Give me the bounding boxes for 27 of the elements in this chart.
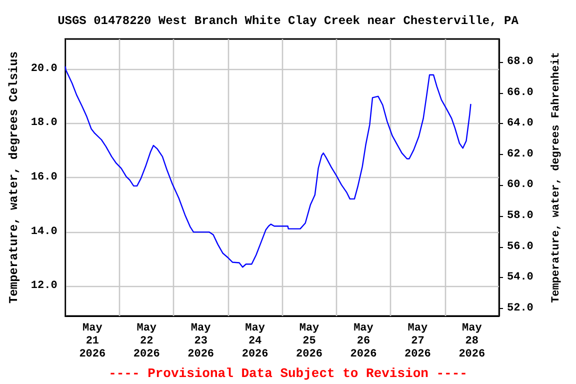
y-tick-label: 14.0 <box>30 226 58 238</box>
y2-tick-label: 66.0 <box>507 86 534 99</box>
chart-title: USGS 01478220 West Branch White Clay Creek near Chesterville, PA <box>58 14 520 28</box>
y2-tick-label: 58.0 <box>507 210 534 222</box>
y2-axis-title: Temperature, water, degrees Fahrenheit <box>550 52 562 303</box>
y2-tick-label: 60.0 <box>507 179 534 192</box>
x-tick-label: May 24 2026 <box>242 322 268 360</box>
y-tick-label: 12.0 <box>30 280 58 292</box>
x-tick-label: May 25 2026 <box>296 322 322 360</box>
y-tick-label: 16.0 <box>30 172 58 184</box>
y2-tick-label: 62.0 <box>507 148 534 160</box>
y-axis-title: Temperature, water, degrees Celsius <box>7 51 21 304</box>
y2-tick-label: 54.0 <box>507 272 534 284</box>
x-tick-label: May 22 2026 <box>133 322 160 360</box>
y2-tick-label: 68.0 <box>507 56 534 68</box>
y2-tick-label: 64.0 <box>507 118 534 130</box>
text: ---- Provisional Data Subject to Revision ---- <box>108 366 468 381</box>
x-tick-label: May 27 2026 <box>404 322 431 360</box>
x-tick-label: May 28 2026 <box>458 322 486 360</box>
line-series <box>64 66 472 268</box>
y2-tick-label: 52.0 <box>507 302 534 314</box>
x-tick-label: May 23 2026 <box>188 322 214 360</box>
y-tick-label: 18.0 <box>30 117 58 130</box>
y2-tick-label: 56.0 <box>507 240 534 253</box>
y-tick-label: 20.0 <box>30 62 58 75</box>
x-tick-label: May 21 2026 <box>79 322 106 360</box>
x-tick-label: May 26 2026 <box>350 322 377 360</box>
